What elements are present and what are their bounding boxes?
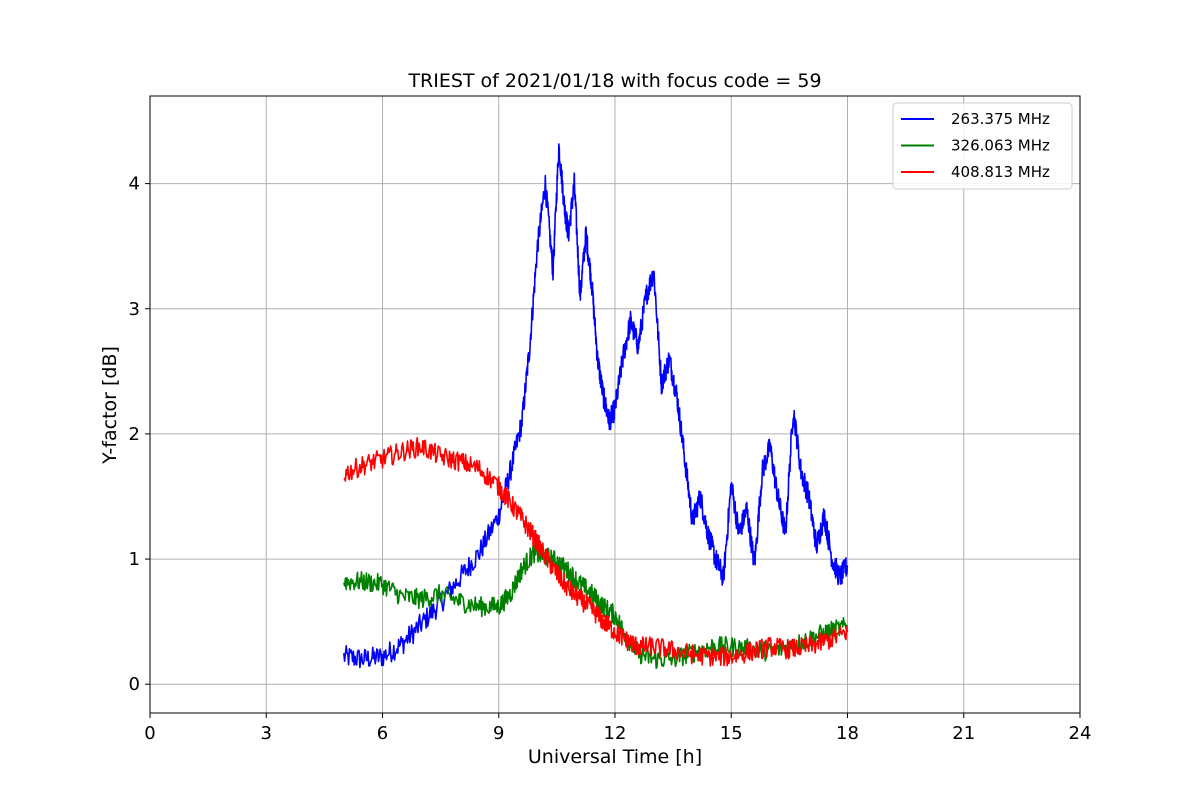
x-tick-label: 0	[144, 723, 155, 744]
y-tick-label: 3	[129, 299, 140, 320]
x-tick-label: 18	[836, 723, 859, 744]
x-tick-label: 3	[261, 723, 272, 744]
y-axis-label: Y-factor [dB]	[99, 346, 121, 465]
y-tick-label: 4	[129, 174, 140, 195]
legend-entry: 326.063 MHz	[951, 137, 1050, 155]
y-tick-label: 2	[129, 424, 140, 445]
series-lines	[343, 143, 849, 670]
x-tick-label: 6	[377, 723, 388, 744]
series-line-2	[343, 542, 849, 670]
y-tick-label: 1	[129, 549, 140, 570]
legend-box	[892, 102, 1073, 190]
chart-title: TRIEST of 2021/01/18 with focus code = 5…	[407, 70, 821, 92]
y-tick-label: 0	[129, 674, 140, 695]
x-tick-label: 15	[720, 723, 743, 744]
x-tick-label: 21	[952, 723, 975, 744]
x-tick-label: 9	[493, 723, 504, 744]
legend-entry: 263.375 MHz	[951, 110, 1050, 128]
x-tick-label: 12	[604, 723, 627, 744]
x-axis-label: Universal Time [h]	[528, 746, 702, 768]
x-tick-label: 24	[1069, 723, 1092, 744]
legend-entry: 408.813 MHz	[951, 163, 1050, 181]
series-line-1	[343, 143, 849, 669]
legend: 263.375 MHz 326.063 MHz 408.813 MHz	[892, 102, 1073, 190]
series-line-3	[343, 436, 849, 667]
